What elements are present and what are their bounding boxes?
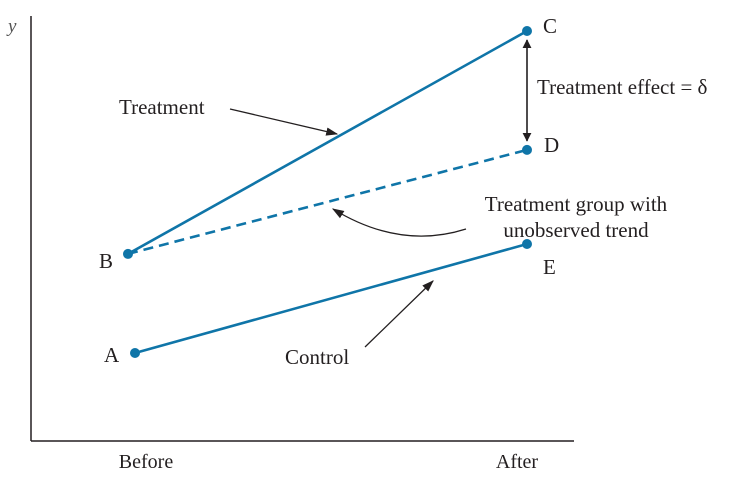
control-pointer-arrow [364,280,434,348]
point-label-e: E [543,255,556,279]
y-axis-label: y [6,16,17,37]
point-a [130,348,140,358]
trend-annotation-line2: unobserved trend [503,218,649,242]
point-e [522,239,532,250]
point-c [522,26,532,36]
control-line [134,242,528,355]
point-d [522,144,532,155]
point-label-b: B [99,249,113,273]
treatment-effect-label: Treatment effect = δ [537,75,708,99]
treatment-pointer-arrow [229,108,339,136]
point-label-c: C [543,14,557,38]
point-b [123,248,133,259]
treatment-annotation: Treatment [119,95,205,119]
x-tick-after: After [496,451,539,473]
control-annotation: Control [285,345,349,369]
treatment-line [127,29,528,256]
point-label-d: D [544,133,559,157]
x-tick-before: Before [119,451,174,473]
unobserved-trend-line [127,148,528,256]
point-label-a: A [104,343,120,367]
trend-pointer-arrow [331,208,467,237]
trend-annotation-line1: Treatment group with [485,192,668,216]
